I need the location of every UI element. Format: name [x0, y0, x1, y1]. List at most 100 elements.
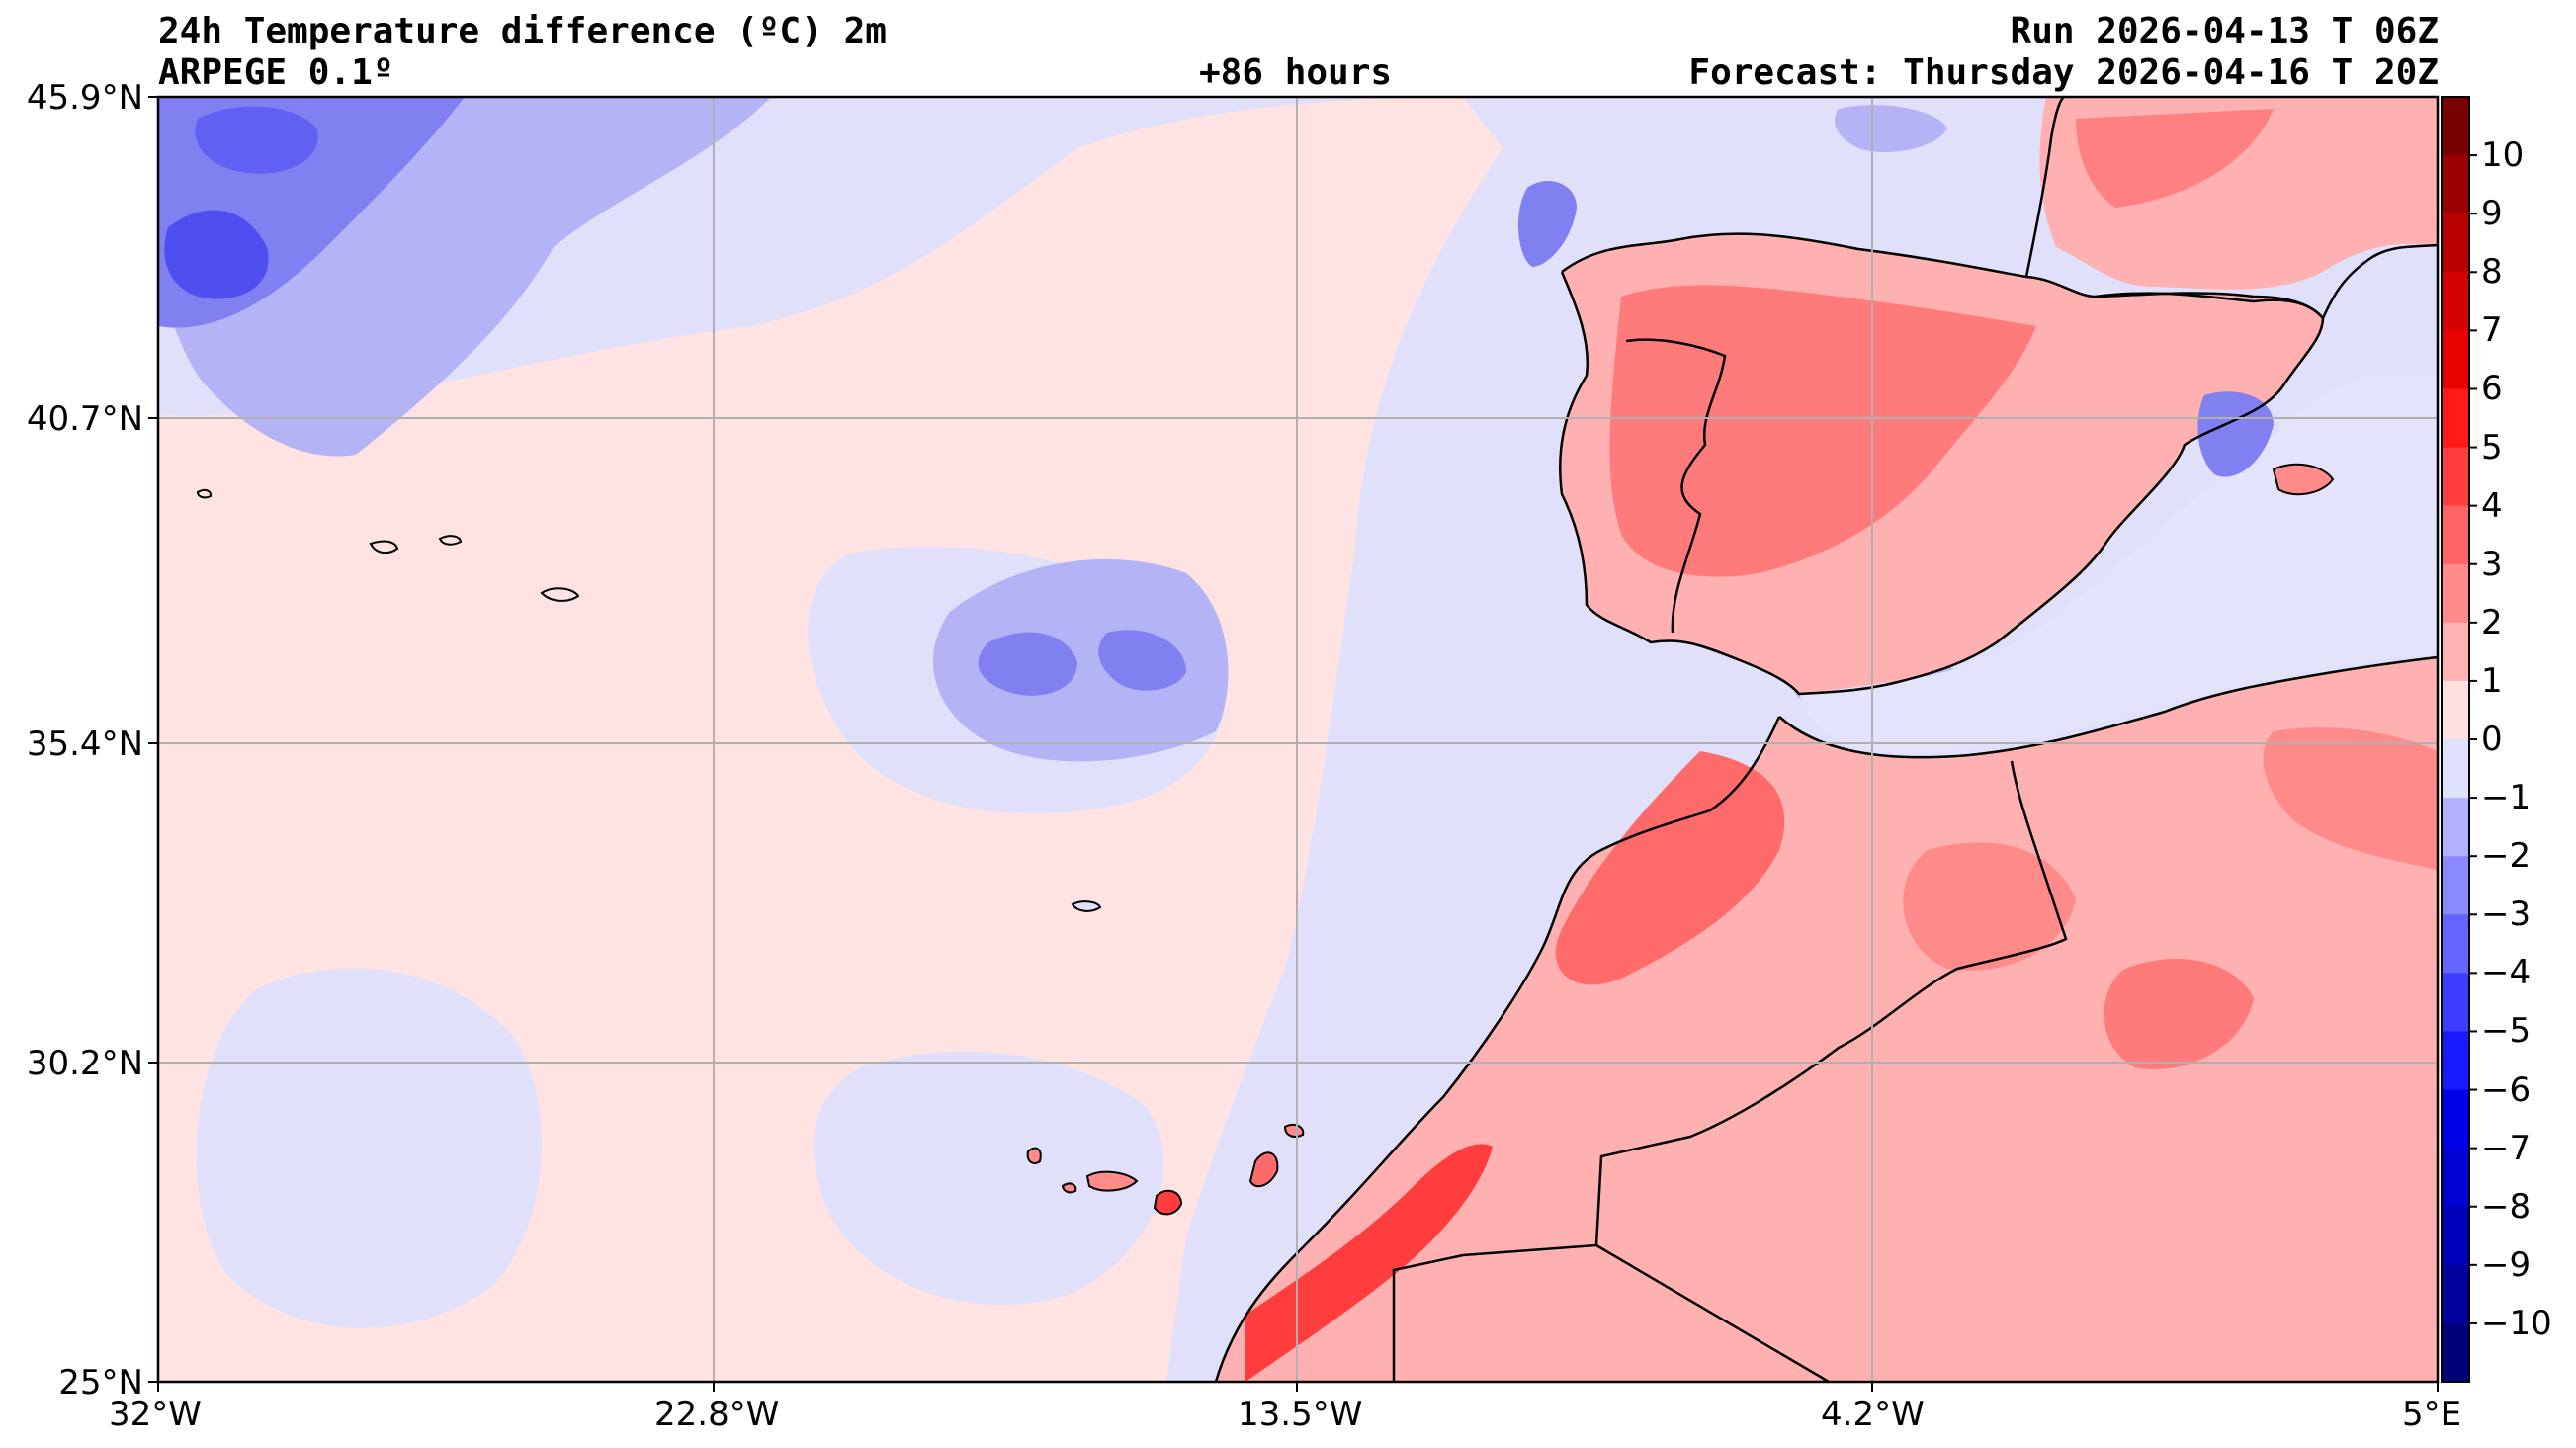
cool-ocean-patch	[814, 1051, 1164, 1306]
colorbar-segment	[2442, 563, 2469, 624]
land-morocco-hot	[1555, 751, 1785, 985]
cold-patch-central-core	[978, 632, 1077, 696]
colorbar-segment	[2442, 97, 2469, 156]
colorbar-segment	[2442, 973, 2469, 1032]
coastline-iberia	[1559, 232, 2325, 696]
coastline-north-africa	[1778, 655, 2438, 759]
lon-label: 4.2°W	[1821, 1395, 1925, 1434]
colorbar-segment	[2442, 798, 2469, 857]
coastline-france-med	[2321, 243, 2438, 319]
colorbar-segment	[2442, 155, 2469, 214]
colorbar-segment	[2442, 388, 2469, 449]
canary-island	[1248, 1151, 1279, 1188]
lat-label: 45.9°N	[26, 78, 143, 118]
lon-label: 32°W	[109, 1395, 202, 1434]
colorbar-label: −7	[2481, 1128, 2532, 1168]
colorbar-segment	[2442, 680, 2469, 740]
colorbar-label: 0	[2481, 720, 2503, 759]
azores-island	[540, 587, 580, 602]
colorbar-segment	[2442, 1322, 2469, 1383]
azores-island	[196, 488, 213, 499]
coastline-atlantic-africa	[1214, 716, 1781, 1382]
colorbar-segment	[2442, 272, 2469, 331]
canary-island	[1153, 1189, 1183, 1216]
land-sahara-coast-hot	[1245, 1144, 1493, 1382]
canary-island	[1283, 1124, 1305, 1138]
colorbar-label: −9	[2481, 1244, 2532, 1285]
lon-label: 22.8°W	[654, 1395, 780, 1434]
land-france-hot	[2076, 109, 2274, 208]
colorbar	[2441, 96, 2477, 1383]
madeira-island	[1071, 900, 1102, 912]
land-algeria-hot	[2263, 727, 2438, 870]
forecast-label: Forecast: Thursday 2026-04-16 T 20Z	[1688, 52, 2439, 93]
colorbar-segment	[2442, 1264, 2469, 1324]
azores-island	[438, 535, 463, 546]
canary-island	[1026, 1147, 1042, 1164]
colorbar-label: 5	[2481, 427, 2503, 468]
colorbar-segment	[2442, 914, 2469, 974]
lon-label: 5°E	[2402, 1395, 2462, 1434]
colorbar-label: 6	[2481, 369, 2503, 409]
colorbar-segment	[2442, 1206, 2469, 1266]
balearic-island	[2272, 463, 2335, 496]
cold-patch-central	[932, 558, 1229, 762]
cold-patch-north	[195, 106, 318, 174]
land-atlas-hot	[2104, 959, 2254, 1069]
border-mauritania	[1595, 1243, 1830, 1382]
cold-patch-gascony	[1835, 105, 1947, 152]
colorbar-segment	[2442, 739, 2469, 799]
colorbar-label: 7	[2481, 310, 2503, 351]
colorbar-segment	[2442, 1089, 2469, 1150]
lat-label: 35.4°N	[26, 724, 143, 764]
colorbar-segment	[2442, 856, 2469, 915]
colorbar-label: −3	[2481, 894, 2532, 935]
border-portugal-spain	[1625, 338, 1727, 634]
map-title: 24h Temperature difference (ºC) 2m	[158, 11, 887, 51]
model-label: ARPEGE 0.1º	[158, 52, 394, 93]
colorbar-label: −6	[2481, 1069, 2532, 1110]
colorbar-segment	[2442, 213, 2469, 273]
colorbar-label: 4	[2481, 485, 2503, 526]
colorbar-label: 1	[2481, 660, 2503, 701]
colorbar-label: 2	[2481, 602, 2503, 642]
cool-ocean-patch	[196, 968, 542, 1328]
colorbar-segment	[2442, 1148, 2469, 1208]
lat-label: 40.7°N	[26, 399, 143, 439]
colorbar-label: −5	[2481, 1011, 2532, 1052]
land-interior-hot	[1903, 842, 2076, 971]
run-label: Run 2026-04-13 T 06Z	[2010, 11, 2439, 51]
land-north-africa	[1216, 657, 2438, 1382]
land-iberia-hot	[1609, 285, 2036, 577]
colorbar-label: 9	[2481, 194, 2503, 234]
colorbar-segment	[2442, 330, 2469, 389]
colorbar-segment	[2442, 447, 2469, 507]
lead-time-label: +86 hours	[1199, 52, 1393, 93]
colorbar-label: 3	[2481, 544, 2503, 584]
lat-label: 25°N	[58, 1363, 143, 1403]
canary-island	[1085, 1170, 1139, 1192]
colorbar-label: 10	[2481, 135, 2525, 176]
cold-patch-central-core	[1098, 630, 1186, 691]
grid-lines	[158, 97, 2438, 1382]
colorbar-segment	[2442, 1031, 2469, 1091]
colorbar-label: −8	[2481, 1186, 2532, 1227]
cold-patch-northwest-deep	[164, 210, 269, 299]
colorbar-label: −10	[2481, 1303, 2552, 1343]
colorbar-label: −2	[2481, 836, 2532, 877]
azores-island	[369, 540, 399, 554]
border-morocco-algeria	[1392, 760, 2068, 1382]
balearic-cold	[2197, 391, 2274, 477]
cold-patch-biscay	[1517, 180, 1577, 267]
colorbar-label: 8	[2481, 252, 2503, 293]
lat-label: 30.2°N	[26, 1044, 143, 1083]
colorbar-label: −1	[2481, 778, 2532, 818]
coastline-france	[2024, 97, 2065, 278]
lon-label: 13.5°W	[1238, 1395, 1363, 1434]
colorbar-segment	[2442, 505, 2469, 565]
border-france-spain	[2095, 292, 2324, 319]
canary-island	[1061, 1182, 1077, 1194]
colorbar-segment	[2442, 622, 2469, 682]
colorbar-label: −4	[2481, 953, 2532, 993]
